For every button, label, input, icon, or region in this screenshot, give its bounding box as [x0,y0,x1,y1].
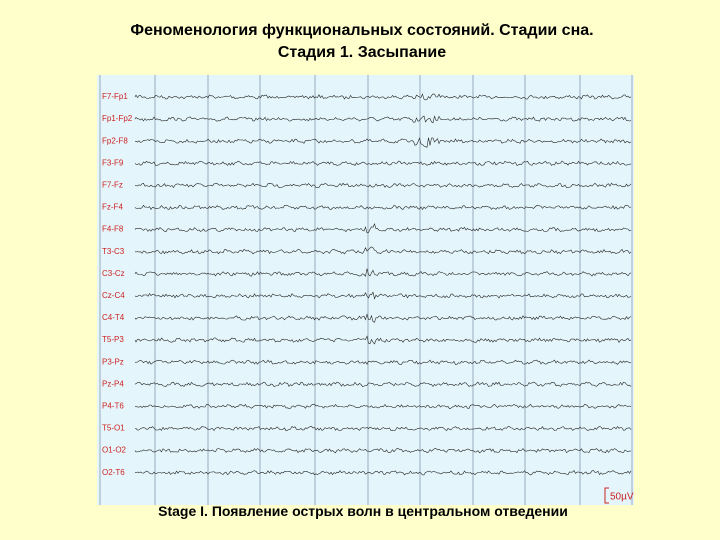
eeg-trace [134,204,632,211]
channel-label: P4-T6 [102,402,124,411]
channel-label: F3-F9 [102,158,124,167]
eeg-trace [134,160,632,166]
channel-label: T5-O1 [102,424,125,433]
scale-bar [604,487,609,504]
channel-label: Fz-F4 [102,203,123,212]
channel-label: Fp1-Fp2 [102,114,133,123]
title-line: Стадия 1. Засыпание [278,44,446,61]
channel-label: O1-O2 [102,446,127,455]
title-line: Феноменология функциональных состояний. … [130,22,593,39]
eeg-trace [134,335,632,345]
eeg-trace [134,93,632,101]
eeg-trace [134,359,632,365]
eeg-trace [134,246,632,255]
channel-label: C4-T4 [102,313,125,322]
eeg-trace [134,268,632,277]
eeg-trace [134,223,632,234]
channel-label: T3-C3 [102,247,125,256]
caption: Stage I. Появление острых волн в централ… [158,503,568,519]
eeg-trace [134,313,632,323]
channel-label: F4-F8 [102,225,124,234]
eeg-trace [134,115,632,124]
eeg-trace [134,291,632,300]
eeg-trace [134,381,632,387]
channel-label: Pz-P4 [102,379,124,388]
eeg-trace [134,425,632,432]
channel-label: Fp2-F8 [102,136,128,145]
channel-label: C3-Cz [102,269,125,278]
scale-label: 50µV [610,492,634,503]
eeg-panel [97,75,634,505]
channel-label: Cz-C4 [102,291,125,300]
channel-label: T5-P3 [102,335,124,344]
eeg-trace [134,469,632,476]
channel-label: P3-Pz [102,357,124,366]
eeg-trace [134,448,632,454]
channel-label: F7-Fz [102,181,123,190]
channel-label: O2-T6 [102,468,125,477]
eeg-trace [134,182,632,189]
eeg-trace [134,403,632,410]
channel-label: F7-Fp1 [102,92,128,101]
eeg-trace [134,137,632,148]
